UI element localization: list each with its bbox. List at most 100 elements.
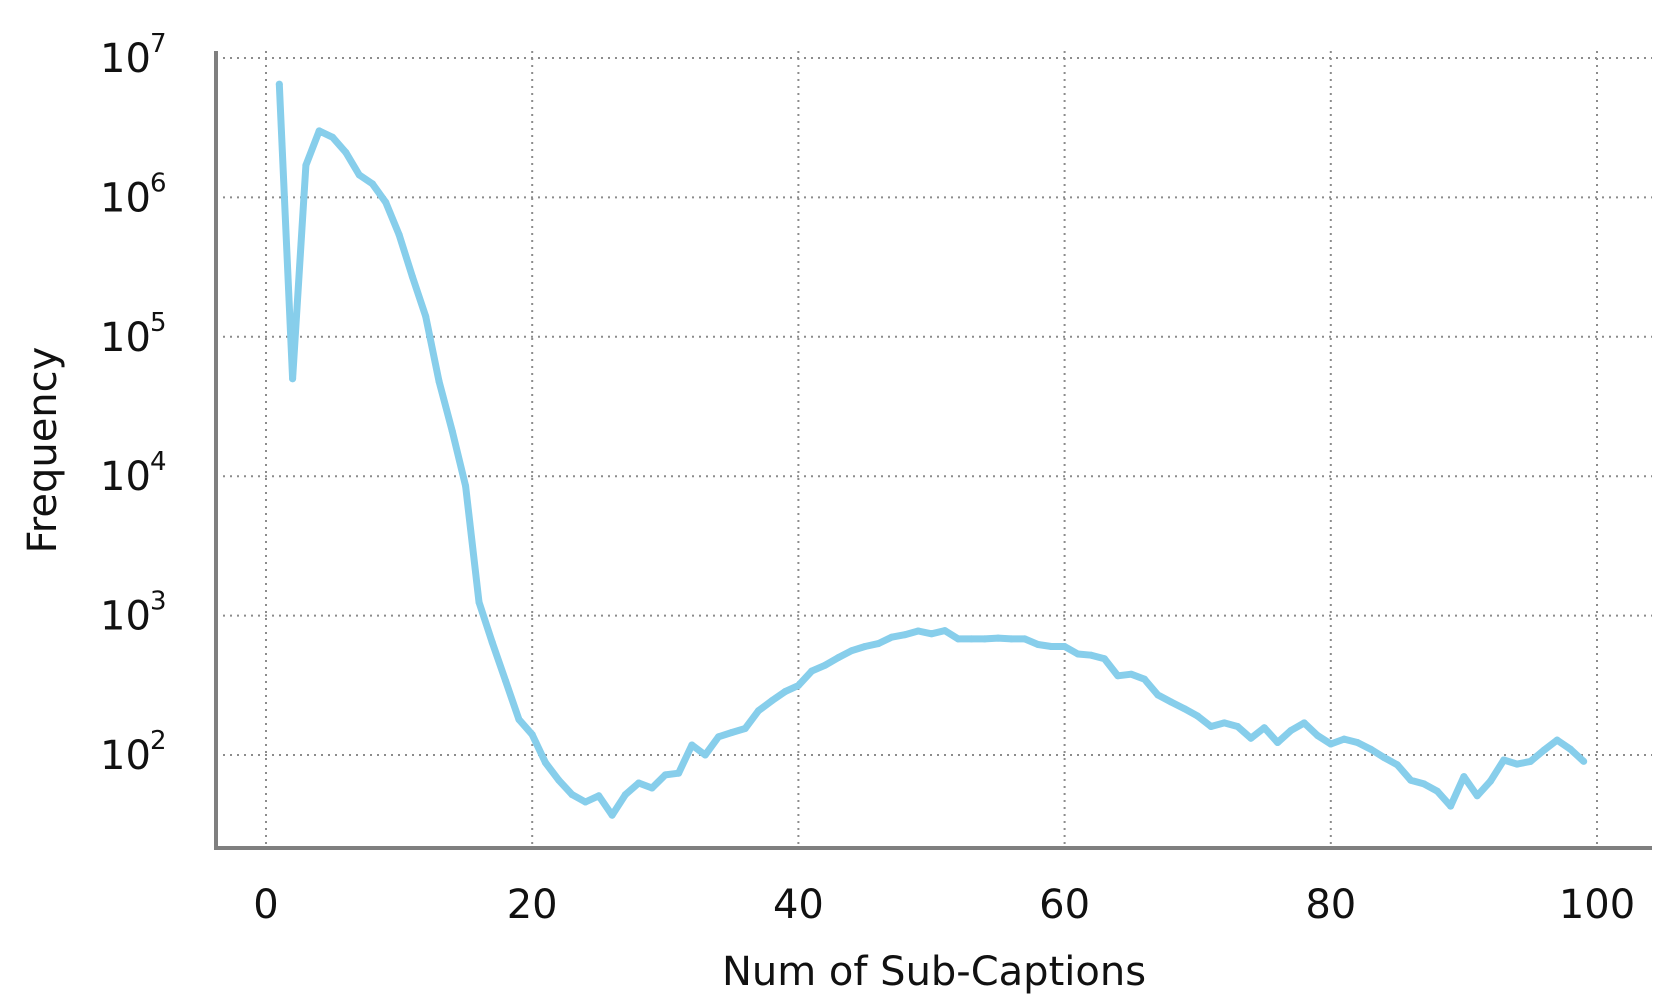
data-point xyxy=(302,161,310,169)
x-tick-label: 100 xyxy=(1559,882,1635,928)
data-point xyxy=(821,661,829,669)
data-point xyxy=(1353,739,1361,746)
data-point xyxy=(848,647,856,655)
data-point xyxy=(1407,776,1415,784)
data-point xyxy=(502,677,510,685)
y-tick-base: 10 xyxy=(100,315,151,361)
data-point xyxy=(1460,773,1468,781)
data-point xyxy=(1513,760,1521,768)
data-point xyxy=(1380,754,1388,761)
series-line xyxy=(275,83,1587,819)
x-tick-label: 60 xyxy=(1039,882,1090,928)
data-point xyxy=(1553,736,1561,744)
data-point xyxy=(1287,727,1295,734)
data-point xyxy=(688,741,696,749)
axes xyxy=(214,51,1652,850)
data-point xyxy=(701,751,709,759)
data-point xyxy=(1220,719,1228,727)
data-point xyxy=(462,482,470,490)
data-point xyxy=(1274,739,1282,746)
data-point xyxy=(528,731,536,739)
data-point xyxy=(342,149,350,156)
data-point xyxy=(1007,635,1015,643)
data-point xyxy=(435,377,443,385)
data-point xyxy=(1114,672,1122,680)
data-point xyxy=(1021,635,1029,643)
data-point xyxy=(621,791,629,799)
data-point xyxy=(1433,787,1441,795)
data-point xyxy=(1447,802,1455,810)
y-axis-title: Frequency xyxy=(20,347,66,554)
data-point xyxy=(369,180,376,188)
y-tick-label: 10 4 xyxy=(100,447,167,500)
data-point xyxy=(408,273,416,281)
data-point xyxy=(315,127,323,135)
x-tick-label: 20 xyxy=(507,882,558,928)
data-point xyxy=(874,640,882,648)
data-point xyxy=(581,798,589,806)
data-point xyxy=(289,375,297,383)
data-point xyxy=(1101,655,1108,663)
data-point xyxy=(808,667,816,675)
data-point xyxy=(1367,745,1375,753)
data-point xyxy=(1127,670,1135,678)
y-tick-base: 10 xyxy=(100,175,151,221)
y-tick-base: 10 xyxy=(100,454,151,500)
data-point xyxy=(861,643,869,650)
x-tick-label: 40 xyxy=(773,882,824,928)
data-point xyxy=(1327,740,1335,748)
y-tick-exponent: 6 xyxy=(150,168,167,198)
data-point xyxy=(928,630,935,638)
y-tick-base: 10 xyxy=(100,733,151,779)
data-point xyxy=(608,811,616,819)
data-point xyxy=(1167,698,1175,706)
x-tick-labels: 0 20 40 60 80 100 xyxy=(253,882,1635,928)
data-point xyxy=(794,682,802,689)
y-tick-label: 10 2 xyxy=(100,726,167,779)
data-point xyxy=(1034,641,1042,648)
y-tick-exponent: 3 xyxy=(150,587,167,617)
data-point xyxy=(275,80,283,88)
data-point xyxy=(994,634,1002,642)
data-point xyxy=(1300,719,1308,727)
y-tick-label: 10 5 xyxy=(100,308,167,361)
data-point xyxy=(1047,643,1055,650)
y-tick-label: 10 6 xyxy=(100,168,167,221)
data-point xyxy=(675,769,683,777)
data-point xyxy=(395,231,403,239)
data-point xyxy=(967,635,975,643)
x-axis-title: Num of Sub-Captions xyxy=(722,949,1146,995)
data-point xyxy=(914,627,922,635)
data-point xyxy=(755,707,762,715)
data-point xyxy=(768,697,776,705)
grid xyxy=(216,51,1652,848)
data-point xyxy=(715,733,722,741)
data-point xyxy=(515,715,523,723)
data-point xyxy=(1566,745,1574,753)
data-point xyxy=(475,598,483,606)
data-point xyxy=(1314,732,1321,739)
series xyxy=(275,80,1588,819)
data-point xyxy=(1540,746,1548,754)
data-point xyxy=(542,759,549,767)
data-point xyxy=(648,784,656,792)
data-point xyxy=(1393,761,1401,769)
y-tick-base: 10 xyxy=(100,594,151,640)
data-point xyxy=(355,171,363,179)
data-point xyxy=(448,427,456,435)
data-point xyxy=(1234,723,1242,730)
y-tick-base: 10 xyxy=(100,36,151,82)
data-point xyxy=(1074,650,1082,658)
data-point xyxy=(1154,691,1162,699)
data-point xyxy=(1260,724,1268,732)
data-point xyxy=(941,627,949,635)
data-point xyxy=(1194,712,1202,720)
y-tick-exponent: 4 xyxy=(150,447,167,477)
data-point xyxy=(888,633,896,641)
data-point xyxy=(1087,651,1095,659)
y-tick-label: 10 7 xyxy=(100,29,167,82)
data-point xyxy=(981,635,989,643)
data-point xyxy=(329,133,337,141)
